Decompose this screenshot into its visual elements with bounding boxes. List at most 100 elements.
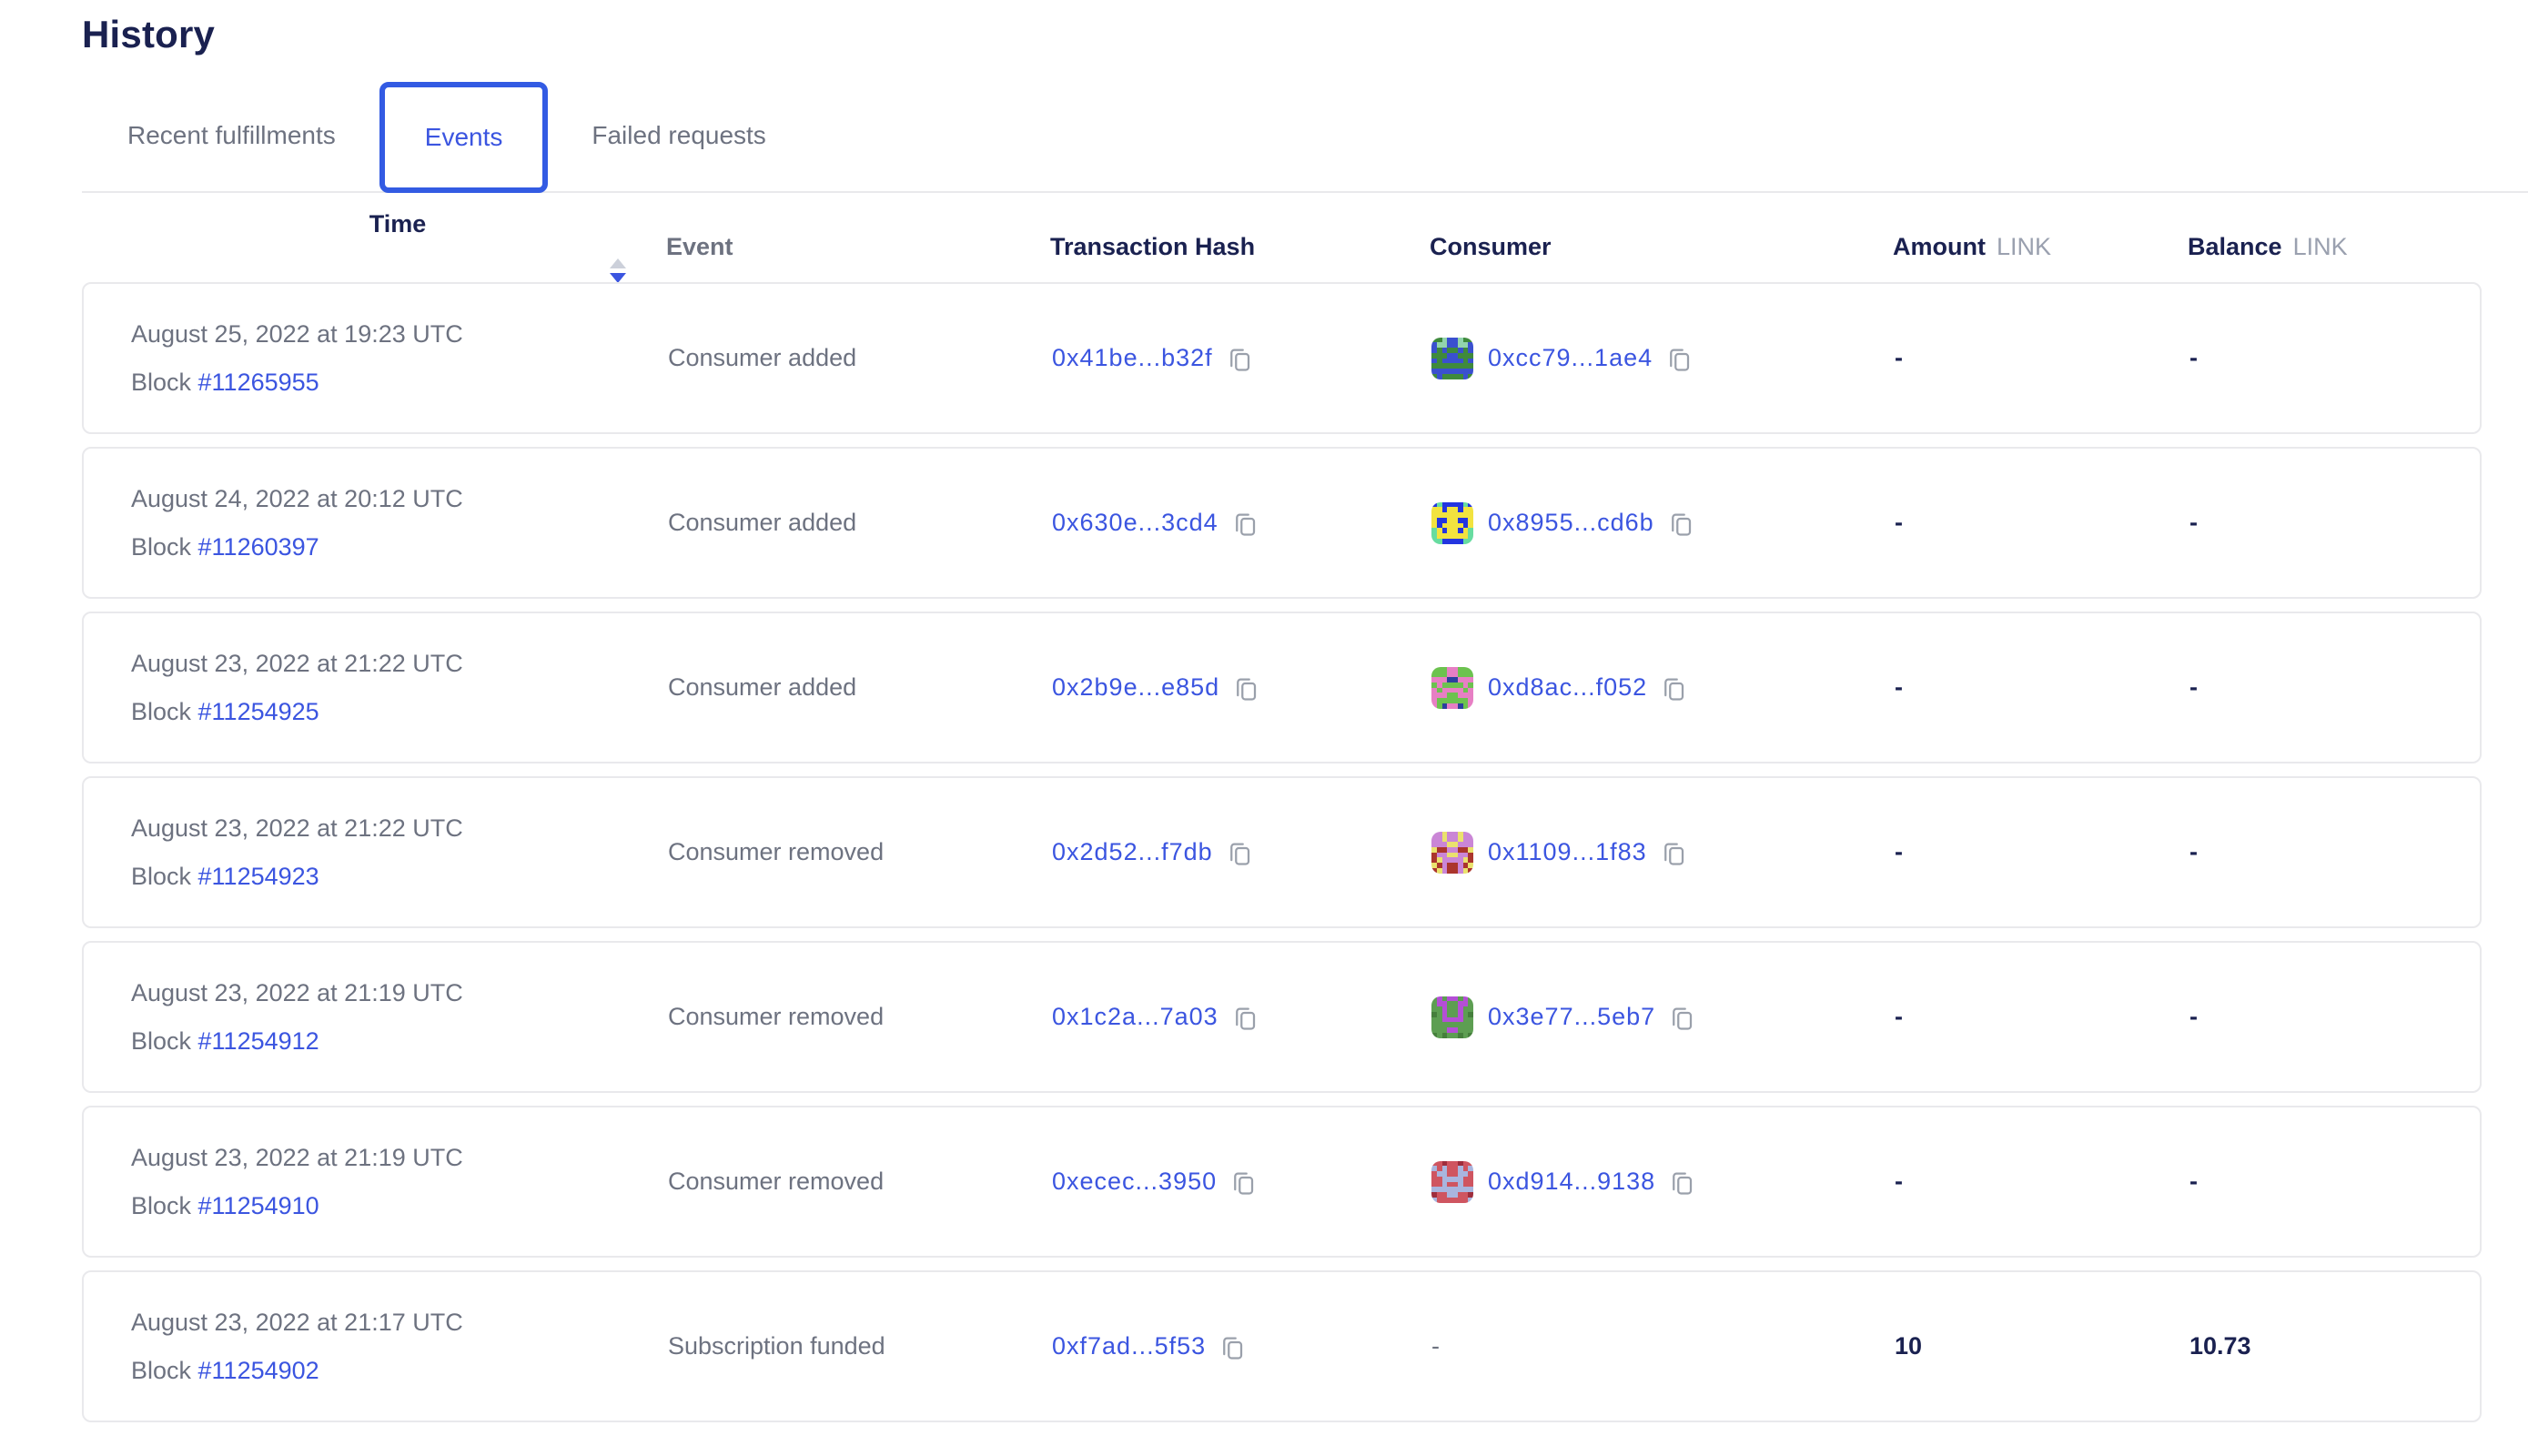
copy-icon[interactable] [1660,839,1687,866]
event-timestamp: August 25, 2022 at 19:23 UTC [131,319,463,348]
sort-descending-icon[interactable] [610,258,626,283]
block-line: Block #11265955 [131,369,668,397]
copy-icon[interactable] [1665,345,1693,372]
tab-bar: Recent fulfillments Events Failed reques… [82,80,2528,193]
consumer-address-link[interactable]: 0xd914...9138 [1488,1168,1656,1195]
copy-icon[interactable] [1668,1168,1695,1196]
block-label: Block [131,1356,198,1384]
copy-icon[interactable] [1667,510,1694,537]
copy-icon[interactable] [1218,1333,1246,1360]
copy-icon[interactable] [1232,674,1259,702]
column-header-amount: Amount LINK [1893,232,2052,260]
block-number-link[interactable]: #11260397 [197,532,319,561]
events-table: August 25, 2022 at 19:23 UTC Block #1126… [82,282,2482,1422]
amount-value: - [1895,838,1903,865]
balance-value: - [2189,838,2198,865]
block-line: Block #11254925 [131,698,668,726]
block-line: Block #11254923 [131,863,668,891]
consumer-avatar [1431,501,1473,544]
transaction-hash-link[interactable]: 0x2d52...f7db [1052,838,1213,865]
table-row: August 23, 2022 at 21:22 UTC Block #1125… [82,776,2482,928]
block-number-link[interactable]: #11254923 [197,862,319,890]
time-cell: August 23, 2022 at 21:17 UTC Block #1125… [131,1309,668,1385]
balance-value: - [2189,509,2198,536]
block-number-link[interactable]: #11265955 [197,368,319,396]
consumer-cell: 0x8955...cd6b [1431,501,1895,544]
consumer-cell: 0xd914...9138 [1431,1160,1895,1203]
amount-value: - [1895,344,1903,371]
transaction-hash-cell: 0xf7ad...5f53 [1052,1332,1431,1360]
tab-failed-requests[interactable]: Failed requests [592,121,766,149]
event-type: Consumer added [668,344,857,371]
block-number-link[interactable]: #11254910 [197,1191,319,1219]
balance-value: 10.73 [2189,1332,2251,1360]
block-line: Block #11260397 [131,533,668,561]
consumer-avatar [1431,1160,1473,1203]
block-number-link[interactable]: #11254902 [197,1356,319,1384]
copy-icon[interactable] [1226,345,1253,372]
event-type: Consumer removed [668,838,885,865]
event-timestamp: August 24, 2022 at 20:12 UTC [131,484,463,512]
amount-unit-label: LINK [1996,232,2052,260]
amount-value: - [1895,673,1903,701]
consumer-address-link[interactable]: 0xd8ac...f052 [1488,673,1648,701]
block-number-link[interactable]: #11254925 [197,697,319,725]
column-header-consumer: Consumer [1430,232,1552,260]
event-type: Consumer added [668,509,857,536]
tab-recent-fulfillments[interactable]: Recent fulfillments [127,121,336,149]
transaction-hash-link[interactable]: 0x2b9e...e85d [1052,673,1220,701]
column-header-balance: Balance LINK [2188,232,2348,260]
block-label: Block [131,697,198,725]
block-number-link[interactable]: #11254912 [197,1026,319,1055]
block-label: Block [131,1191,198,1219]
event-type: Subscription funded [668,1332,885,1360]
copy-icon[interactable] [1660,674,1687,702]
consumer-avatar [1431,831,1473,874]
table-row: August 23, 2022 at 21:19 UTC Block #1125… [82,941,2482,1093]
consumer-address-link[interactable]: 0x1109...1f83 [1488,838,1647,865]
consumer-address-link[interactable]: 0xcc79...1ae4 [1488,344,1653,371]
block-label: Block [131,532,198,561]
transaction-hash-cell: 0xecec...3950 [1052,1168,1431,1196]
time-cell: August 23, 2022 at 21:19 UTC Block #1125… [131,1144,668,1220]
copy-icon[interactable] [1231,1004,1259,1031]
balance-value: - [2189,1168,2198,1195]
copy-icon[interactable] [1226,839,1253,866]
time-cell: August 23, 2022 at 21:22 UTC Block #1125… [131,814,668,891]
copy-icon[interactable] [1668,1004,1695,1031]
transaction-hash-link[interactable]: 0x1c2a...7a03 [1052,1003,1218,1030]
transaction-hash-link[interactable]: 0x41be...b32f [1052,344,1213,371]
tab-events[interactable]: Events [379,82,549,193]
consumer-address-link[interactable]: 0x8955...cd6b [1488,509,1654,536]
copy-icon[interactable] [1229,1168,1257,1196]
amount-value: - [1895,1003,1903,1030]
transaction-hash-link[interactable]: 0xecec...3950 [1052,1168,1218,1195]
column-header-event: Event [666,232,733,260]
block-line: Block #11254902 [131,1357,668,1385]
consumer-cell: 0xcc79...1ae4 [1431,337,1895,379]
transaction-hash-cell: 0x2b9e...e85d [1052,673,1431,702]
consumer-cell: 0x1109...1f83 [1431,831,1895,874]
balance-value: - [2189,1003,2198,1030]
table-row: August 23, 2022 at 21:22 UTC Block #1125… [82,612,2482,763]
transaction-hash-link[interactable]: 0x630e...3cd4 [1052,509,1218,536]
column-header-time: Time [129,210,666,283]
event-type: Consumer removed [668,1168,885,1195]
table-header: Time Event Transaction Hash Consumer Amo… [82,210,2482,283]
event-type: Consumer removed [668,1003,885,1030]
time-cell: August 23, 2022 at 21:22 UTC Block #1125… [131,650,668,726]
consumer-avatar [1431,666,1473,709]
table-row: August 23, 2022 at 21:19 UTC Block #1125… [82,1106,2482,1258]
event-timestamp: August 23, 2022 at 21:19 UTC [131,1143,463,1171]
event-timestamp: August 23, 2022 at 21:19 UTC [131,978,463,1006]
transaction-hash-cell: 0x630e...3cd4 [1052,509,1431,537]
copy-icon[interactable] [1231,510,1259,537]
event-timestamp: August 23, 2022 at 21:22 UTC [131,814,463,842]
transaction-hash-link[interactable]: 0xf7ad...5f53 [1052,1332,1207,1360]
block-line: Block #11254910 [131,1192,668,1220]
time-cell: August 24, 2022 at 20:12 UTC Block #1126… [131,485,668,561]
consumer-address-link[interactable]: 0x3e77...5eb7 [1488,1003,1656,1030]
block-label: Block [131,862,198,890]
time-cell: August 23, 2022 at 21:19 UTC Block #1125… [131,979,668,1056]
